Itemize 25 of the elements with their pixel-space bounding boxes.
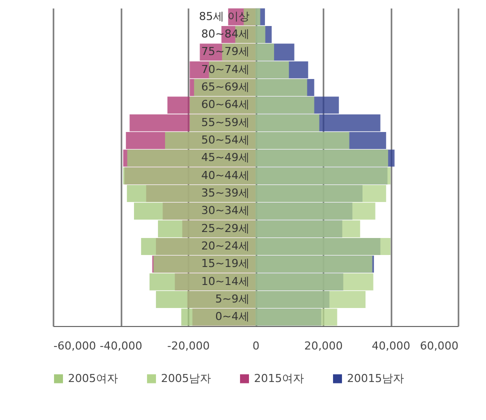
legend-label: 2015여자 [254, 372, 304, 385]
y-tick-label: 20~24세 [201, 240, 250, 252]
y-tick-label: 85세 이상 [199, 10, 250, 23]
y-tick-label: 35~39세 [201, 186, 250, 200]
y-tick-label: 65~69세 [201, 80, 250, 94]
legend-label: 2005남자 [161, 372, 211, 385]
y-tick-label: 45~49세 [201, 151, 250, 164]
x-tick-label: 60,000 [420, 340, 458, 352]
legend-label: 2005여자 [68, 372, 118, 385]
y-tick-label: 0~4세 [215, 310, 250, 324]
y-tick-label: 25~29세 [201, 222, 250, 235]
x-tick-label: -40,000 [100, 340, 142, 352]
x-tick-label: 20,000 [304, 340, 343, 352]
y-tick-label: 10~14세 [201, 274, 250, 288]
y-tick-label: 30~34세 [201, 204, 250, 218]
y-tick-label: 15~19세 [201, 257, 250, 270]
y-tick-label: 5~9세 [215, 292, 250, 306]
x-tick-label: -20,000 [167, 340, 210, 352]
x-tick-label: 0 [252, 340, 260, 352]
y-tick-label: 55~59세 [201, 116, 250, 129]
legend-label: 20015남자 [347, 372, 404, 385]
x-tick-label: -60,000 [54, 340, 96, 352]
y-tick-label: 60~64세 [201, 98, 250, 112]
x-tick-label: 40,000 [372, 340, 410, 352]
y-tick-label: 50~54세 [201, 134, 250, 146]
